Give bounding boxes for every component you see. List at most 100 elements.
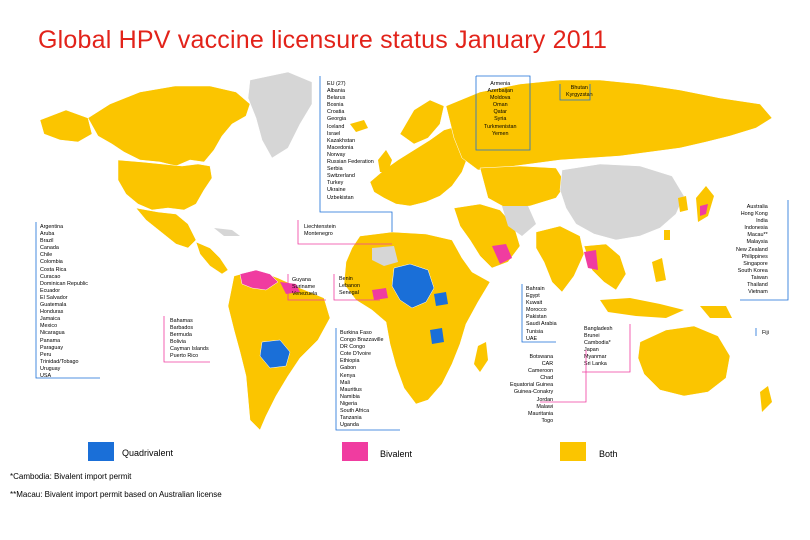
country-label: Vietnam [748, 289, 768, 296]
country-label: Jordan [536, 396, 554, 403]
country-label: Burkina Faso [340, 330, 372, 336]
country-label: Cambodia* [584, 340, 611, 347]
country-label: Philippines [741, 253, 768, 260]
country-label: Tanzania [340, 415, 362, 422]
country-label: Benin [339, 276, 353, 282]
australia-region [637, 325, 731, 397]
country-label: Kuwait [526, 300, 543, 307]
country-label: Myanmar [584, 354, 607, 361]
country-label: Guatemala [40, 302, 67, 309]
country-label: Mauritius [340, 386, 362, 393]
country-label: Venezuela [292, 291, 318, 298]
country-label: Chad [540, 375, 554, 382]
country-label: Honduras [40, 309, 64, 316]
country-label: EU (27) [327, 81, 346, 87]
country-label: Curacao [40, 273, 61, 280]
country-label: Russian Federation [327, 159, 374, 166]
label-group-bahamas: Bahamas Barbados Bermuda Bolivia Cayman … [170, 318, 209, 361]
country-label: Mali [340, 379, 350, 386]
korea-region [678, 196, 688, 212]
country-label: Mexico [40, 323, 58, 330]
country-label: Liechtenstein [304, 224, 336, 230]
country-label: Puerto Rico [170, 353, 199, 360]
country-label: Kyrgyzstan [566, 92, 593, 99]
country-label: Indonesia [744, 225, 768, 232]
arabia-pink-region [492, 244, 512, 264]
country-label: Singapore [743, 260, 768, 267]
country-label: Bahrain [526, 286, 545, 292]
country-label: Gabon [340, 365, 357, 372]
label-group-americas: Argentina Aruba Brazil Canada Chile Colo… [40, 224, 88, 380]
label-group-bangladesh: Bangladesh Brunei Cambodia* Japan Myanma… [584, 326, 612, 369]
country-label: Saudi Arabia [526, 321, 557, 328]
country-label: Bahamas [170, 318, 193, 324]
japan-pink-region [700, 204, 708, 216]
country-label: Brunei [584, 333, 600, 340]
map-title: Global HPV vaccine licensure status Janu… [38, 26, 608, 54]
country-label: Croatia [327, 109, 345, 116]
japan-region [696, 186, 714, 222]
scandinavia-region [399, 99, 445, 145]
country-label: South Korea [737, 267, 768, 274]
country-label: Botswana [529, 354, 554, 360]
label-group-liechtenstein: Liechtenstein Montenegro [304, 224, 336, 238]
country-label: New Zealand [736, 246, 768, 253]
india-region [535, 225, 585, 293]
country-label: Guyana [292, 277, 311, 283]
country-label: USA [40, 372, 52, 379]
central-asia-region [479, 165, 567, 209]
country-label: Ukraine [327, 187, 346, 194]
country-label: Costa Rica [40, 266, 67, 273]
country-label: Bosnia [327, 102, 344, 109]
country-label: Barbados [170, 325, 194, 332]
country-label: Australia [746, 204, 768, 210]
country-label: Albania [327, 88, 345, 95]
country-label: Switzerland [327, 173, 355, 180]
country-label: Ethiopia [340, 358, 360, 365]
country-label: Suriname [292, 284, 316, 291]
mexico-region [135, 207, 197, 249]
country-label: Uruguay [40, 365, 61, 372]
country-label: Equatorial Guinea [510, 382, 554, 389]
country-label: Pakistan [526, 314, 547, 321]
country-label: Montenegro [304, 231, 333, 238]
east-africa-blue-region [434, 292, 448, 306]
country-label: Namibia [340, 393, 360, 400]
country-label: DR Congo [340, 344, 366, 351]
label-group-bahrain: Bahrain Egypt Kuwait Morocco Pakistan Sa… [526, 286, 557, 343]
country-label: Kenya [340, 372, 356, 379]
label-group-africa: Burkina Faso Congo Brazzaville DR Congo … [340, 330, 383, 429]
country-label: Dominican Republic [40, 280, 88, 287]
footnote-cambodia: *Cambodia: Bivalent import permit [10, 472, 132, 481]
country-label: Paraguay [40, 344, 64, 351]
country-label: Turkey [327, 180, 344, 187]
iran-region [502, 206, 536, 236]
legend-swatch-bivalent [342, 442, 368, 461]
country-label: South Africa [340, 408, 370, 415]
country-label: Uzbekistan [327, 194, 354, 201]
taiwan-region [664, 230, 670, 240]
country-label: Tunisia [526, 328, 544, 335]
country-label: Iceland [327, 123, 345, 130]
country-label: Nigeria [340, 400, 358, 407]
philippines-region [652, 258, 666, 282]
label-group-botswana: Botswana CAR Cameroon Chad Equatorial Gu… [510, 354, 553, 425]
new-zealand-region [760, 386, 772, 412]
label-group-fiji: Fiji [762, 330, 769, 337]
country-label: Panama [40, 337, 61, 344]
country-label: Hong Kong [740, 211, 768, 218]
country-label: Cote D'Ivoire [340, 351, 371, 358]
country-label: Brazil [40, 238, 54, 245]
europe-region [369, 125, 469, 207]
country-label: Norway [327, 151, 346, 158]
west-africa-pink-region [372, 288, 388, 300]
country-label: India [756, 218, 768, 225]
country-label: Togo [541, 417, 554, 424]
country-label: Lebanon [339, 283, 360, 290]
indonesia-region [600, 298, 684, 318]
country-label: Chile [40, 252, 53, 259]
venezuela-region [239, 269, 279, 291]
usa-region [117, 159, 213, 211]
country-label: Peru [40, 351, 52, 358]
